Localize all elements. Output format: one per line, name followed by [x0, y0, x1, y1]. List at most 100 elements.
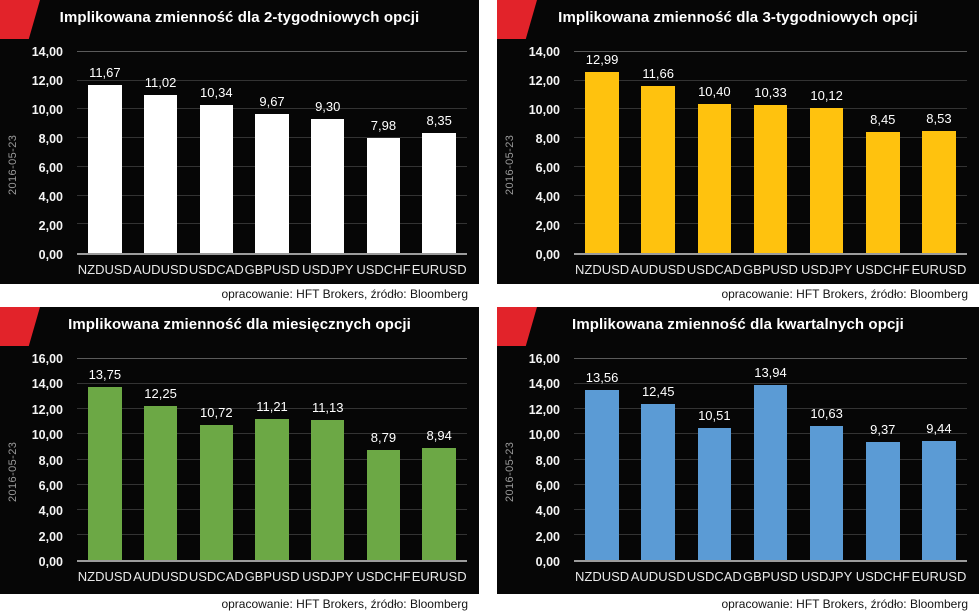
gridline [77, 358, 467, 359]
y-tick-label: 2,00 [535, 219, 560, 234]
x-tick-label: AUDUSD [133, 569, 189, 584]
bar-nzdusd [88, 387, 122, 560]
x-tick-label: AUDUSD [133, 262, 189, 277]
x-tick-label: USDJPY [302, 569, 354, 584]
bar-audusd [143, 94, 178, 253]
y-tick-label: 0,00 [535, 555, 560, 569]
y-tick-label: 8,00 [535, 453, 560, 468]
bar-audusd [143, 406, 178, 560]
bar-column: 11,21 [244, 359, 300, 560]
bar-value-label: 9,37 [870, 422, 896, 438]
y-tick-label: 6,00 [38, 478, 63, 493]
bar-usdchf [865, 442, 900, 560]
x-axis: NZDUSD AUDUSD USDCAD GBPUSD USDJPY USDCHF EURU… [574, 569, 967, 584]
bar-value-label: 8,53 [926, 110, 952, 126]
x-tick-label: AUDUSD [630, 262, 686, 277]
bar-value-label: 12,99 [585, 52, 619, 67]
chart-title: Implikowana zmienność dla kwartalnych op… [572, 316, 904, 333]
gridline [77, 408, 467, 410]
bar-column: 13,75 [77, 359, 133, 560]
chart-title: Implikowana zmienność dla miesięcznych o… [68, 316, 411, 333]
bar-value-label: 10,33 [754, 84, 787, 100]
bar-eurusd [922, 441, 956, 560]
plot-area: 11,67 11,02 10,34 9,67 9,30 7,98 8,35 [77, 51, 467, 255]
source-note: opracowanie: HFT Brokers, źródło: Bloomb… [0, 594, 479, 614]
bar-usdcad [697, 427, 732, 560]
gridline [574, 51, 967, 52]
bar-column: 10,33 [742, 52, 798, 253]
bar-gbpusd [255, 114, 289, 253]
x-axis: NZDUSD AUDUSD USDCAD GBPUSD USDJPY USDCHF EURU… [77, 569, 467, 584]
bar-column: 10,40 [686, 52, 742, 253]
bar-value-label: 8,45 [870, 111, 896, 127]
bar-column: 10,51 [686, 359, 742, 560]
bar-column: 11,67 [77, 52, 133, 253]
x-axis: NZDUSD AUDUSD USDCAD GBPUSD USDJPY USDCHF EURU… [77, 262, 467, 277]
x-tick-label: GBPUSD [244, 569, 300, 584]
y-tick-label: 12,00 [528, 74, 560, 88]
bar-value-label: 9,67 [259, 94, 285, 110]
x-tick-label: NZDUSD [574, 262, 630, 277]
plot-area: 13,75 12,25 10,72 11,21 11,13 8,79 8,94 [77, 358, 467, 562]
bar-usdjpy [809, 107, 844, 253]
bar-value-label: 12,25 [144, 386, 177, 402]
x-tick-label: GBPUSD [743, 569, 798, 584]
gridline [77, 51, 467, 52]
bar-column: 12,45 [630, 359, 686, 560]
y-tick-label: 14,00 [31, 45, 63, 59]
gridline [574, 79, 967, 81]
bar-column: 12,99 [574, 52, 630, 253]
y-tick-label: 8,00 [535, 132, 560, 147]
chart-panel-quarterly-options: Implikowana zmienność dla kwartalnych op… [497, 307, 979, 594]
plot-area: 13,56 12,45 10,51 13,94 10,63 9,37 9,44 [574, 358, 967, 562]
bar-eurusd [422, 133, 456, 253]
y-tick-label: 16,00 [31, 352, 63, 366]
bar-column: 13,56 [574, 359, 630, 560]
bar-value-label: 10,51 [698, 407, 731, 423]
y-tick-label: 4,00 [535, 190, 560, 205]
bars-layer: 12,99 11,66 10,40 10,33 10,12 8,45 8,53 [574, 52, 967, 253]
x-tick-label: EURUSD [911, 569, 967, 584]
y-tick-label: 2,00 [38, 219, 63, 234]
bar-usdcad [199, 425, 233, 560]
bar-usdjpy [311, 119, 345, 253]
bar-column: 7,98 [356, 52, 412, 253]
bar-value-label: 10,63 [810, 406, 843, 422]
y-axis: 0,00 2,00 4,00 6,00 8,00 10,00 12,00 14,00 [0, 45, 70, 262]
bar-value-label: 11,13 [311, 400, 344, 416]
y-tick-label: 12,00 [31, 74, 63, 88]
bar-column: 9,30 [300, 52, 356, 253]
gridline [77, 383, 467, 385]
bar-column: 10,34 [188, 52, 244, 253]
x-tick-label: USDJPY [800, 569, 853, 584]
y-tick-label: 8,00 [38, 453, 63, 468]
bar-column: 13,94 [742, 359, 798, 560]
bar-value-label: 10,72 [200, 405, 233, 421]
x-tick-label: USDCAD [686, 569, 742, 584]
y-axis: 0,00 2,00 4,00 6,00 8,00 10,00 12,00 14,00 16,00 [0, 352, 70, 569]
x-tick-label: USDCHF [855, 262, 910, 277]
bar-value-label: 8,35 [426, 113, 452, 129]
bar-usdcad [697, 103, 732, 253]
y-tick-label: 6,00 [38, 161, 63, 175]
x-axis: NZDUSD AUDUSD USDCAD GBPUSD USDJPY USDCHF EURU… [574, 262, 967, 277]
y-axis: 0,00 2,00 4,00 6,00 8,00 10,00 12,00 14,00 [497, 45, 567, 262]
bar-value-label: 11,21 [256, 399, 288, 415]
bar-value-label: 9,30 [315, 99, 341, 115]
y-tick-label: 4,00 [38, 190, 63, 205]
bar-column: 8,94 [411, 359, 467, 560]
x-tick-label: USDCAD [686, 262, 742, 277]
x-tick-label: GBPUSD [244, 262, 300, 277]
bar-column: 9,37 [855, 359, 911, 560]
plot-area: 12,99 11,66 10,40 10,33 10,12 8,45 8,53 [574, 51, 967, 255]
y-tick-label: 0,00 [38, 248, 63, 262]
y-tick-label: 10,00 [528, 428, 560, 443]
bar-column: 8,79 [356, 359, 412, 560]
source-note: opracowanie: HFT Brokers, źródło: Bloomb… [497, 594, 979, 614]
x-tick-label: NZDUSD [574, 569, 630, 584]
gridline [77, 108, 467, 110]
bar-audusd [641, 85, 676, 253]
bar-audusd [641, 403, 676, 560]
x-tick-label: USDCAD [188, 569, 244, 584]
